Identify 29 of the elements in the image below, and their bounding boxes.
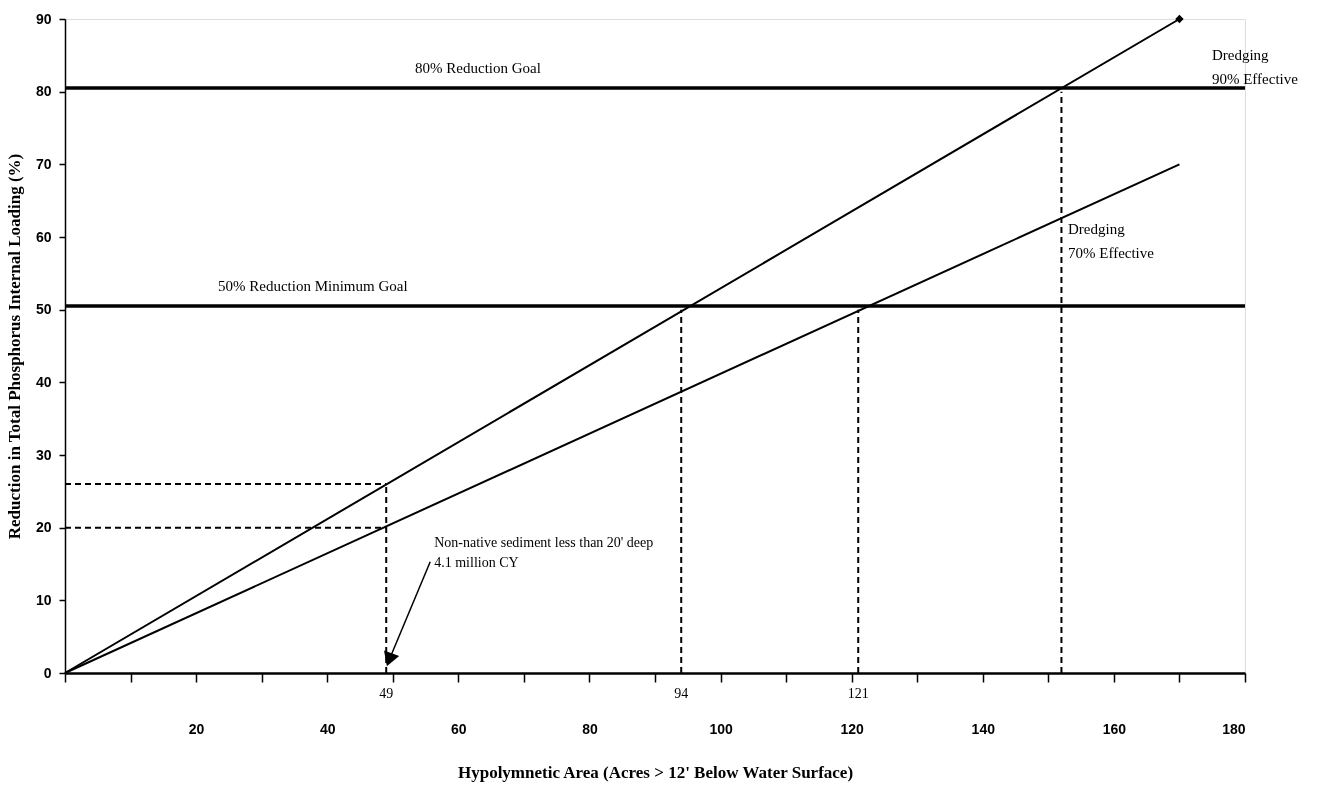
y-tick-label: 70 — [35, 155, 52, 172]
y-tick-label: 30 — [35, 446, 52, 463]
x-tick-label: 160 — [1102, 720, 1127, 737]
y-tick-label: 40 — [35, 373, 52, 390]
annotation: Dredging 90% Effective — [1211, 47, 1299, 88]
x-axis-title: Hypolymnetic Area (Acres > 12' Below Water Surface) — [457, 762, 854, 782]
annotation: Non-native sediment less than 20' deep 4.1 million CY — [434, 534, 654, 570]
y-tick-label: 50 — [35, 301, 52, 318]
annotation: 121 — [847, 686, 869, 701]
x-tick-label: 20 — [188, 720, 205, 737]
x-tick-label: 80 — [582, 720, 598, 737]
ref-line-label: 50% Reduction Minimum Goal — [218, 278, 408, 295]
x-tick-label: 100 — [709, 720, 733, 737]
ref-line-label: 80% Reduction Goal — [415, 60, 541, 77]
y-tick-label: 10 — [35, 591, 52, 608]
y-tick-label: 90 — [35, 10, 52, 27]
y-tick-label: 0 — [43, 664, 52, 681]
y-tick-label: 80 — [35, 83, 52, 100]
y-tick-label: 60 — [35, 228, 52, 245]
annotation: 49 — [379, 686, 394, 701]
x-tick-label: 60 — [451, 720, 467, 737]
x-tick-label: 120 — [840, 720, 865, 737]
x-tick-label: 40 — [319, 720, 336, 737]
y-tick-label: 20 — [35, 519, 52, 536]
x-tick-label: 140 — [971, 720, 996, 737]
y-axis-title: Reduction in Total Phosphorus Internal Loading (%) — [4, 153, 24, 540]
x-tick-label: 180 — [1222, 720, 1246, 737]
annotation: 94 — [674, 686, 689, 701]
annotation: Dredging 70% Effective — [1068, 221, 1155, 262]
